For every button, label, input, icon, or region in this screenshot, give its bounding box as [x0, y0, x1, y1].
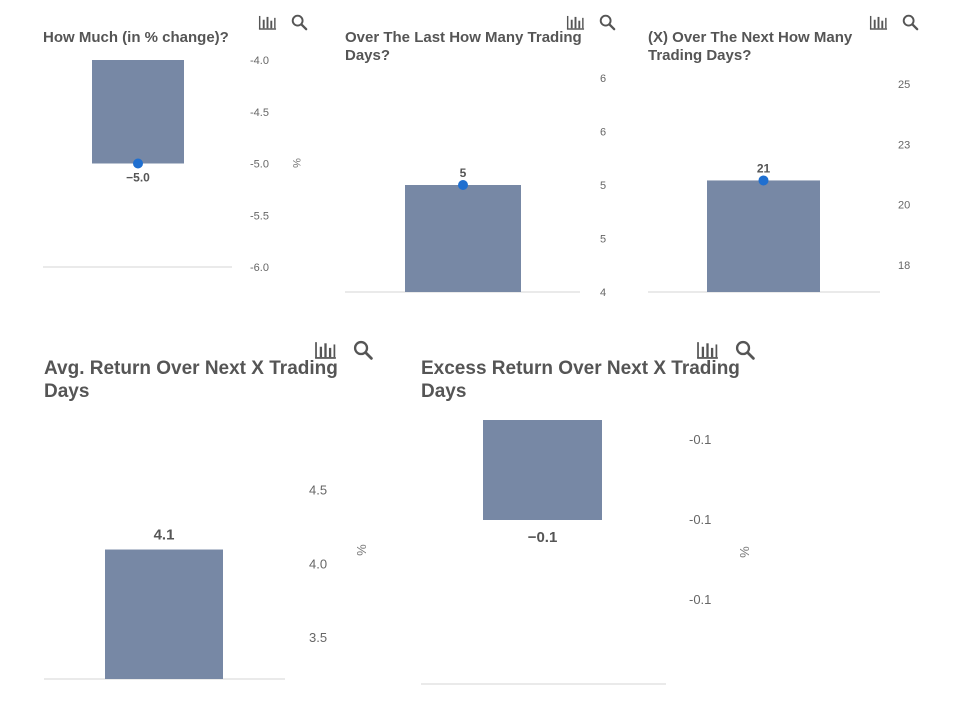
bar-chart-icon[interactable] — [566, 15, 585, 35]
chart-toolbar — [314, 340, 374, 366]
chart-panel-last-days: 6 6 5 5 4 5 Over The Last How Many Trading Da… — [0, 0, 960, 310]
bar-chart-icon[interactable] — [696, 341, 719, 364]
data-label: −5.0 — [126, 171, 150, 185]
bar — [707, 180, 820, 292]
search-icon[interactable] — [353, 340, 374, 366]
y-tick-label: 5 — [600, 234, 606, 246]
y-tick-label: -5.5 — [250, 210, 269, 222]
bar-chart-icon[interactable] — [869, 15, 888, 35]
y-tick-label: -4.0 — [250, 55, 269, 67]
chart-plot: 25 23 20 18 21 — [648, 79, 910, 293]
y-tick-label: 4.0 — [309, 556, 327, 571]
bar — [483, 420, 602, 520]
y-tick-label: -5.0 — [250, 159, 269, 171]
y-tick-label: 4.5 — [309, 482, 327, 497]
data-label: 5 — [460, 166, 467, 180]
data-label: −0.1 — [528, 529, 558, 546]
bar — [405, 185, 521, 292]
y-tick-label: -4.5 — [250, 107, 269, 119]
chart-toolbar — [869, 14, 919, 36]
y-tick-label: 23 — [898, 139, 910, 151]
chart-title: Excess Return Over Next X Trading Days — [421, 358, 740, 402]
chart-toolbar — [696, 340, 756, 366]
chart-toolbar — [566, 14, 616, 36]
y-tick-label: -0.1 — [689, 592, 711, 607]
chart-title: Over The Last How Many Trading Days? — [345, 29, 582, 64]
y-tick-label: 25 — [898, 79, 910, 91]
chart-title: (X) Over The Next How Many Trading Days? — [648, 29, 853, 64]
chart-plot: -4.0 -4.5 -5.0 -5.5 -6.0% −5.0 — [43, 55, 302, 274]
bar — [92, 60, 184, 164]
data-label: 21 — [757, 161, 771, 175]
chart-toolbar — [258, 14, 308, 36]
chart-panel-how-much: -4.0 -4.5 -5.0 -5.5 -6.0% −5.0 How Much (in %… — [0, 0, 330, 310]
search-icon[interactable] — [291, 14, 308, 36]
y-unit-label: % — [737, 546, 752, 558]
y-tick-label: 4 — [600, 287, 606, 299]
y-tick-label: -6.0 — [250, 262, 269, 274]
y-tick-label: -0.1 — [689, 512, 711, 527]
chart-plot: 6 6 5 5 4 5 — [345, 73, 606, 299]
y-tick-label: 6 — [600, 127, 606, 139]
y-tick-label: 20 — [898, 200, 910, 212]
value-marker — [133, 158, 143, 169]
y-tick-label: 18 — [898, 260, 910, 272]
y-tick-label: 5 — [600, 180, 606, 192]
data-label: 4.1 — [154, 527, 175, 544]
bar-chart-icon[interactable] — [258, 15, 277, 35]
y-tick-label: 3.5 — [309, 630, 327, 645]
chart-title: Avg. Return Over Next X Trading Days — [44, 358, 338, 402]
search-icon[interactable] — [599, 14, 616, 36]
chart-panel-next-days: 25 23 20 18 21 (X) Over The Next How Many Tr… — [0, 0, 960, 310]
value-marker — [458, 180, 468, 190]
y-unit-label: % — [290, 158, 302, 168]
value-marker — [758, 175, 769, 186]
bar-chart-icon[interactable] — [314, 341, 337, 364]
y-tick-label: -0.1 — [689, 432, 711, 447]
bar — [105, 549, 223, 679]
search-icon[interactable] — [735, 340, 756, 366]
search-icon[interactable] — [902, 14, 919, 36]
y-unit-label: % — [354, 544, 369, 556]
y-tick-label: 6 — [600, 73, 606, 85]
chart-title: How Much (in % change)? — [43, 29, 229, 46]
